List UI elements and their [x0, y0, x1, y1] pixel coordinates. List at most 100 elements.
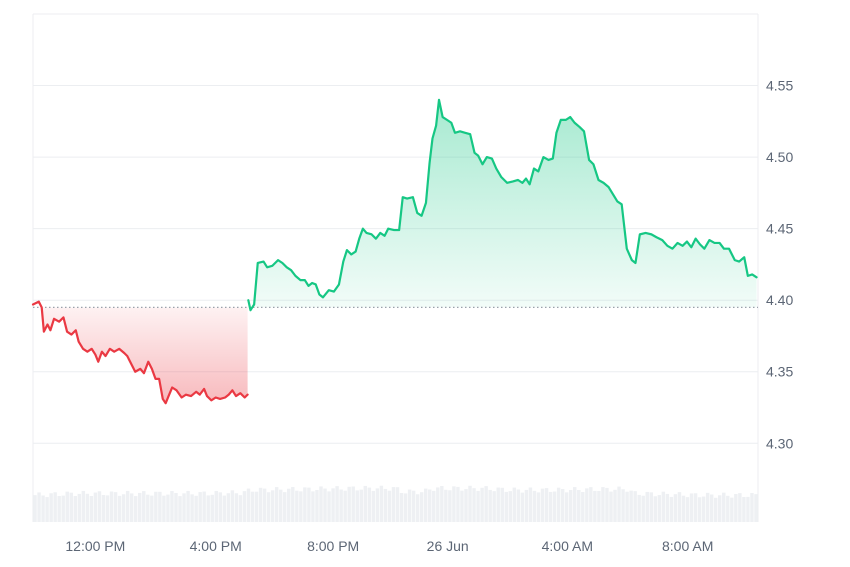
volume-bar	[37, 492, 41, 522]
volume-bar	[681, 495, 686, 522]
y-tick-label: 4.40	[766, 292, 793, 308]
volume-bar	[278, 489, 283, 522]
volume-bar	[93, 492, 98, 522]
volume-bar	[246, 488, 251, 522]
volume-bar	[508, 491, 513, 522]
volume-bar	[73, 496, 78, 522]
volume-bar	[484, 486, 488, 522]
volume-bar	[564, 492, 569, 522]
volume-bar	[613, 489, 617, 522]
volume-bar	[238, 495, 243, 522]
volume-bar	[633, 491, 637, 522]
volume-bar	[287, 488, 291, 522]
volume-bar	[669, 496, 674, 522]
volume-bar	[532, 490, 537, 522]
volume-bar	[468, 485, 472, 522]
volume-bar	[452, 486, 456, 522]
volume-bar	[129, 493, 134, 522]
volume-bar	[166, 494, 170, 522]
volume-bar	[625, 491, 629, 522]
volume-bar	[105, 495, 110, 522]
volume-bar	[661, 491, 666, 522]
volume-bar	[436, 487, 440, 522]
volume-bar	[142, 491, 146, 522]
y-axis: 4.30 4.35 4.40 4.45 4.50 4.55	[766, 78, 793, 452]
volume-bar	[472, 488, 476, 522]
volume-bar	[85, 493, 90, 522]
volume-bar	[734, 494, 738, 522]
volume-bar	[685, 497, 690, 522]
volume-bar	[460, 490, 464, 522]
volume-bar	[387, 490, 392, 522]
volume-bar	[476, 490, 480, 522]
volume-bar	[117, 495, 122, 522]
volume-bar	[109, 491, 114, 522]
volume-bar	[202, 491, 206, 522]
volume-bar	[705, 492, 710, 522]
volume-bar	[560, 488, 565, 522]
x-tick-label: 4:00 AM	[542, 538, 593, 554]
volume-bar	[407, 489, 412, 522]
volume-bar	[512, 487, 517, 522]
volume-bar	[742, 496, 746, 522]
volume-bar	[262, 488, 267, 522]
volume-bar	[637, 494, 641, 522]
volume-bar	[182, 493, 186, 522]
volume-bar	[718, 495, 722, 522]
volume-bar	[190, 494, 194, 522]
volume-bar	[411, 490, 416, 522]
volume-bar	[351, 486, 355, 522]
volume-bar	[657, 495, 662, 522]
volume-bar	[746, 496, 750, 522]
volume-bar	[45, 497, 49, 522]
volume-bar	[33, 495, 37, 522]
x-tick-label: 26 Jun	[427, 538, 469, 554]
volume-bar	[544, 488, 549, 522]
series-line-0	[31, 300, 249, 405]
volume-bar	[162, 495, 166, 522]
volume-bar	[738, 493, 742, 522]
volume-bar	[57, 496, 61, 522]
volume-bar	[363, 485, 368, 522]
volume-bar	[53, 492, 57, 522]
volume-bar	[375, 488, 380, 522]
y-tick-label: 4.45	[766, 221, 793, 237]
volume-bar	[605, 487, 609, 522]
volume-bar	[89, 496, 94, 522]
volume-bar	[701, 496, 706, 522]
x-tick-label: 12:00 PM	[65, 538, 125, 554]
volume-bar	[597, 490, 601, 522]
volume-bar	[444, 489, 448, 522]
volume-bar	[379, 485, 384, 522]
volume-bar	[391, 487, 396, 522]
volume-bar	[77, 493, 82, 522]
volume-bar	[448, 490, 452, 522]
volume-bar	[520, 492, 525, 522]
volume-bar	[291, 487, 295, 522]
volume-bar	[274, 487, 279, 522]
x-tick-label: 8:00 AM	[662, 538, 713, 554]
volume-bar	[254, 491, 259, 522]
volume-bar	[504, 491, 508, 522]
volume-bar	[480, 487, 484, 522]
volume-bar	[383, 488, 388, 522]
volume-bar	[367, 487, 372, 522]
volume-bar	[170, 491, 174, 522]
volume-bar	[331, 488, 335, 522]
volume-bar	[496, 487, 500, 522]
volume-bar	[423, 488, 428, 522]
volume-bar	[750, 493, 754, 522]
volume-bar	[154, 491, 158, 522]
volume-bar	[524, 489, 529, 522]
volume-bar	[713, 497, 718, 522]
series-area-0	[41, 307, 248, 404]
volume-bar	[339, 489, 343, 522]
volume-bar	[138, 492, 142, 522]
volume-bar	[399, 492, 404, 522]
volume-bar	[303, 487, 307, 522]
y-tick-label: 4.35	[766, 364, 793, 380]
series-line-1	[247, 98, 758, 312]
volume-bar	[319, 486, 323, 522]
volume-bar	[230, 490, 235, 522]
